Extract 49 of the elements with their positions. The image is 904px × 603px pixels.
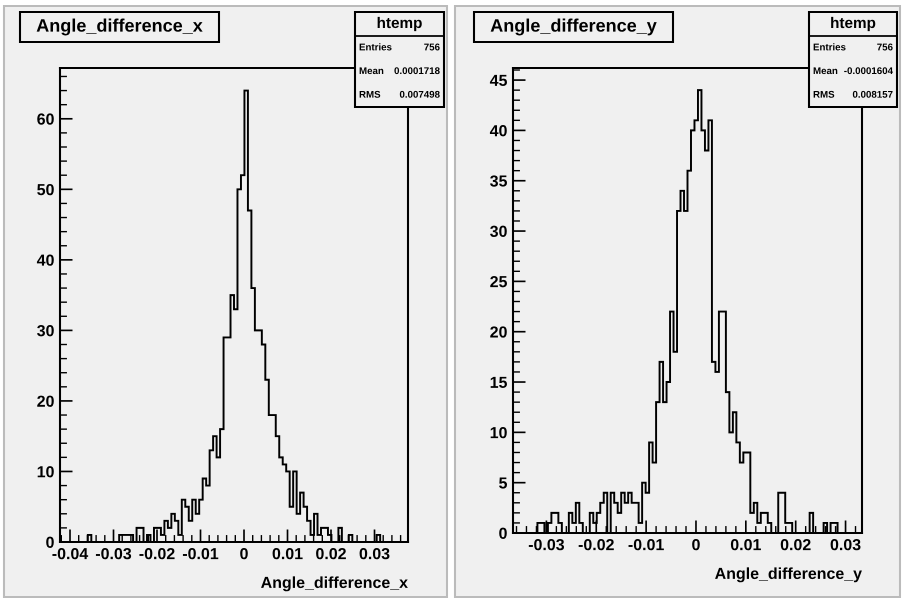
annotation: Mean bbox=[360, 67, 384, 74]
annotation: 0.0001718 bbox=[394, 67, 440, 74]
y-tick-label: 45 bbox=[490, 74, 507, 86]
x-tick-label: -0.01 bbox=[182, 548, 218, 560]
x-tick-label: -0.03 bbox=[96, 548, 132, 560]
y-tick-label: 20 bbox=[37, 396, 54, 407]
x-tick-label: 0.03 bbox=[830, 538, 861, 550]
y-tick-label: 30 bbox=[37, 325, 54, 336]
text: htemp bbox=[378, 16, 422, 32]
y-tick-label: 10 bbox=[38, 466, 54, 478]
x-tick-label: -0.03 bbox=[528, 538, 564, 550]
text: 756 bbox=[424, 44, 440, 50]
y-tick-label: 50 bbox=[37, 184, 54, 196]
y-tick-label: 40 bbox=[490, 125, 507, 136]
chart-title: Angle_difference_y bbox=[490, 18, 657, 36]
y-tick-label: 30 bbox=[490, 226, 507, 238]
y-tick-label: 40 bbox=[36, 254, 54, 266]
y-tick-label: 10 bbox=[490, 426, 507, 438]
y-tick-label: 25 bbox=[490, 276, 507, 288]
text: Entries bbox=[360, 43, 392, 50]
x-tick-label: 0 bbox=[240, 548, 248, 560]
text: Entries bbox=[814, 43, 846, 50]
x-tick-label: 0 bbox=[692, 538, 700, 550]
text: 756 bbox=[877, 44, 893, 50]
x-tick-label: -0.01 bbox=[628, 538, 664, 550]
annotation: 0.007498 bbox=[400, 90, 440, 98]
annotation: 0.008157 bbox=[852, 90, 893, 98]
x-tick-label: 0.02 bbox=[780, 538, 811, 550]
y-tick-label: 5 bbox=[499, 477, 507, 489]
y-tick-label: 20 bbox=[490, 326, 507, 338]
x-tick-label: -0.04 bbox=[52, 548, 88, 560]
y-tick-label: 0 bbox=[499, 528, 507, 539]
annotation: RMS bbox=[814, 90, 834, 98]
x-axis-title: Angle_difference_x bbox=[261, 576, 408, 592]
x-tick-label: 0.01 bbox=[730, 538, 761, 550]
annotation: -0.0001604 bbox=[844, 67, 893, 74]
x-tick-label: -0.02 bbox=[578, 538, 614, 550]
text: htemp bbox=[831, 16, 876, 32]
y-tick-label: 35 bbox=[490, 175, 507, 187]
x-tick-label: -0.02 bbox=[139, 548, 175, 560]
x-tick-label: 0.03 bbox=[360, 548, 390, 560]
x-tick-label: 0.01 bbox=[272, 548, 303, 560]
y-tick-label: 60 bbox=[37, 113, 54, 125]
y-tick-label: 15 bbox=[490, 376, 507, 388]
chart-title: Angle_difference_x bbox=[36, 18, 203, 36]
x-axis-title: Angle_difference_y bbox=[715, 567, 862, 582]
annotation: RMS bbox=[360, 90, 380, 98]
x-tick-label: 0.02 bbox=[316, 548, 346, 560]
annotation: Mean bbox=[814, 67, 838, 74]
